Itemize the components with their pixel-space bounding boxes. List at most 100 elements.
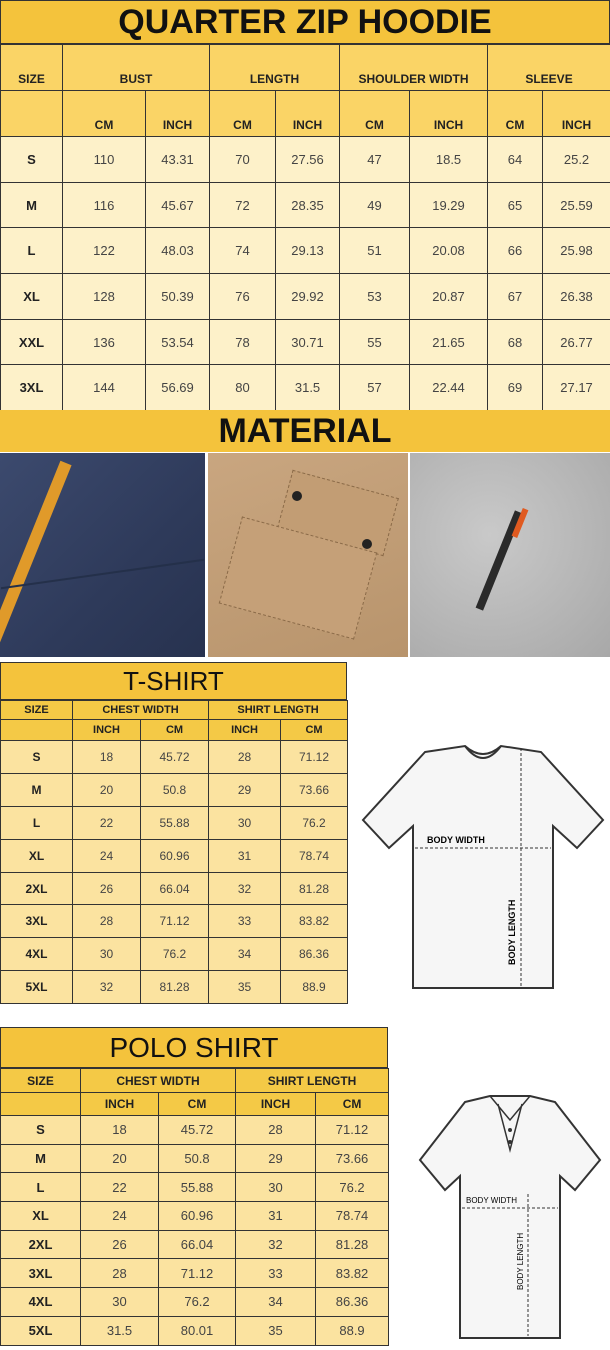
column-header: SIZE (0, 1068, 81, 1093)
value-cell: 30 (80, 1287, 159, 1317)
value-cell: 28.35 (275, 181, 341, 229)
polo-title: POLO SHIRT (0, 1027, 388, 1068)
value-cell: 25.59 (542, 181, 610, 229)
polo-outline (418, 1095, 602, 1339)
value-cell: 20 (72, 772, 141, 807)
value-cell: 78.74 (315, 1201, 390, 1231)
value-cell: 56.69 (144, 364, 211, 412)
size-cell: L (0, 227, 63, 275)
value-cell: 144 (62, 364, 146, 412)
table-row: 2XL 26 66.04 32 81.28 (0, 1229, 390, 1260)
value-cell: 20.87 (409, 273, 489, 320)
value-cell: 26 (72, 871, 141, 906)
value-cell: 71.12 (280, 740, 349, 774)
table-row: 2XL 26 66.04 32 81.28 (0, 871, 349, 906)
value-cell: 33 (208, 904, 282, 939)
value-cell: 47 (339, 136, 411, 183)
column-header: SIZE (0, 700, 73, 720)
unit-header: INCH (275, 90, 341, 137)
hoodie-size-table: SIZE BUST LENGTH SHOULDER WIDTH SLEEVE CM INCH… (0, 44, 610, 412)
value-cell: 34 (208, 937, 282, 972)
value-cell: 32 (72, 970, 141, 1005)
value-cell: 31.5 (275, 364, 341, 412)
value-cell: 81.28 (280, 871, 349, 906)
value-cell: 33 (235, 1258, 317, 1289)
unit-header: CM (339, 90, 411, 137)
empty-header-cell (0, 90, 63, 137)
subheader-row: INCH CM INCH CM (0, 719, 349, 741)
tshirt-body-length-label: BODY LENGTH (507, 900, 517, 965)
size-cell: XL (0, 838, 73, 873)
value-cell: 83.82 (315, 1258, 390, 1289)
table-row: 4XL 30 76.2 34 86.36 (0, 937, 349, 972)
tshirt-outline (361, 744, 605, 989)
table-row: M 20 50.8 29 73.66 (0, 1143, 390, 1174)
value-cell: 69 (487, 364, 544, 412)
subheader-row: CM INCH CM INCH CM INCH CM INCH (0, 90, 610, 137)
material-photo-khaki-pocket (208, 453, 408, 657)
value-cell: 32 (208, 871, 282, 906)
column-header: SHIRT LENGTH (208, 700, 349, 720)
value-cell: 26.38 (542, 273, 610, 320)
value-cell: 71.12 (315, 1115, 390, 1145)
value-cell: 50.8 (157, 1143, 237, 1174)
material-photo-grey-zipper (410, 453, 610, 657)
table-row: XXL 136 53.54 78 30.71 55 21.65 68 26.77 (0, 318, 610, 366)
value-cell: 74 (209, 227, 277, 275)
table-row: XL 24 60.96 31 78.74 (0, 1201, 390, 1231)
size-cell: 3XL (0, 904, 73, 939)
column-header: SIZE (0, 44, 63, 91)
value-cell: 73.66 (280, 772, 349, 807)
value-cell: 50.8 (139, 772, 210, 807)
column-header: BUST (61, 44, 211, 91)
unit-header: INCH (80, 1092, 159, 1116)
size-cell: XL (0, 273, 63, 320)
unit-header: CM (487, 90, 544, 137)
size-cell: 2XL (0, 1229, 81, 1260)
value-cell: 68 (487, 318, 544, 366)
column-header: LENGTH (209, 44, 341, 91)
size-cell: 3XL (0, 1258, 81, 1289)
table-row: 5XL 31.5 80.01 35 88.9 (0, 1315, 390, 1346)
value-cell: 28 (72, 904, 141, 939)
size-cell: 2XL (0, 871, 73, 906)
value-cell: 78.74 (280, 838, 349, 873)
subheader-row: INCH CM INCH CM (0, 1092, 390, 1116)
value-cell: 71.12 (139, 904, 210, 939)
value-cell: 50.39 (144, 273, 211, 320)
table-row: S 18 45.72 28 71.12 (0, 740, 349, 774)
table-row: S 18 45.72 28 71.12 (0, 1115, 390, 1145)
value-cell: 24 (72, 838, 141, 873)
unit-header: INCH (72, 719, 141, 741)
value-cell: 60.96 (157, 1201, 237, 1231)
size-cell: XXL (0, 318, 63, 366)
unit-header: CM (280, 719, 349, 741)
value-cell: 25.98 (542, 227, 610, 275)
polo-measurement-diagram: BODY WIDTH BODY LENGTH (418, 1095, 602, 1339)
value-cell: 76 (209, 273, 277, 320)
value-cell: 136 (62, 318, 146, 366)
value-cell: 21.65 (409, 318, 489, 366)
value-cell: 31 (208, 838, 282, 873)
value-cell: 76.2 (315, 1172, 390, 1203)
unit-header: INCH (208, 719, 282, 741)
column-header: SHIRT LENGTH (235, 1068, 390, 1093)
size-cell: 3XL (0, 364, 63, 412)
size-cell: 4XL (0, 937, 73, 972)
value-cell: 35 (235, 1315, 317, 1346)
size-cell: L (0, 805, 73, 840)
value-cell: 110 (62, 136, 146, 183)
polo-body-width-label: BODY WIDTH (466, 1196, 517, 1205)
unit-header: CM (139, 719, 210, 741)
value-cell: 86.36 (280, 937, 349, 972)
value-cell: 18.5 (409, 136, 489, 183)
value-cell: 80.01 (157, 1315, 237, 1346)
value-cell: 81.28 (139, 970, 210, 1005)
unit-header: INCH (235, 1092, 317, 1116)
value-cell: 83.82 (280, 904, 349, 939)
table-row: S 110 43.31 70 27.56 47 18.5 64 25.2 (0, 136, 610, 183)
table-row: 3XL 28 71.12 33 83.82 (0, 1258, 390, 1289)
size-cell: M (0, 772, 73, 807)
polo-body-length-label: BODY LENGTH (516, 1233, 525, 1290)
value-cell: 22 (72, 805, 141, 840)
